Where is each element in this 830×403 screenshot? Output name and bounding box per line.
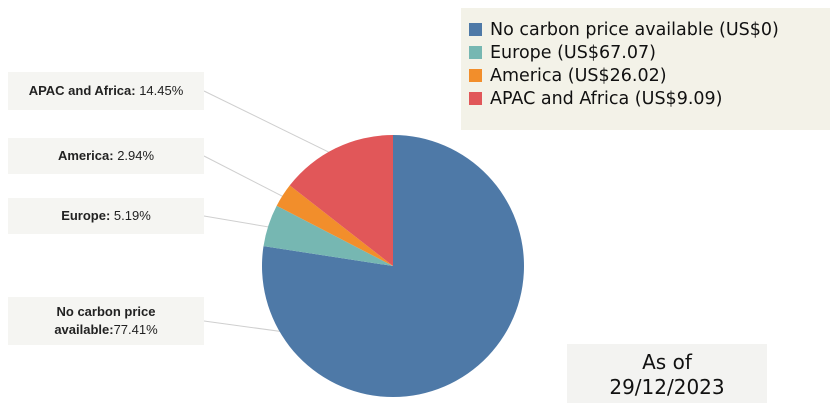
legend-swatch-apac [469,92,482,105]
legend-swatch-no-carbon [469,23,482,36]
leader-line [203,155,292,202]
legend-item-europe: Europe (US$67.07) [469,41,830,64]
pie-slices [262,135,524,397]
leader-line [203,90,341,159]
label-apac-and-africa: APAC and Africa: 14.45% [8,72,204,110]
legend-item-apac: APAC and Africa (US$9.09) [469,87,830,110]
legend-item-america: America (US$26.02) [469,64,830,87]
pie-slice-europe [263,205,393,266]
label-europe: Europe: 5.19% [8,198,204,234]
label-no-carbon-price: No carbon price available:77.41% [8,297,204,345]
legend-swatch-america [469,69,482,82]
pie-slice-apac-and-africa [289,135,393,266]
as-of-label: As of [642,350,692,374]
legend: No carbon price available (US$0) Europe … [461,8,830,130]
as-of-date: 29/12/2023 [609,375,725,399]
pie-slice-america [276,185,393,266]
as-of-date-box: As of 29/12/2023 [567,344,767,403]
label-america: America: 2.94% [8,138,204,174]
legend-swatch-europe [469,46,482,59]
legend-item-no-carbon: No carbon price available (US$0) [469,18,830,41]
leader-line [203,215,279,230]
